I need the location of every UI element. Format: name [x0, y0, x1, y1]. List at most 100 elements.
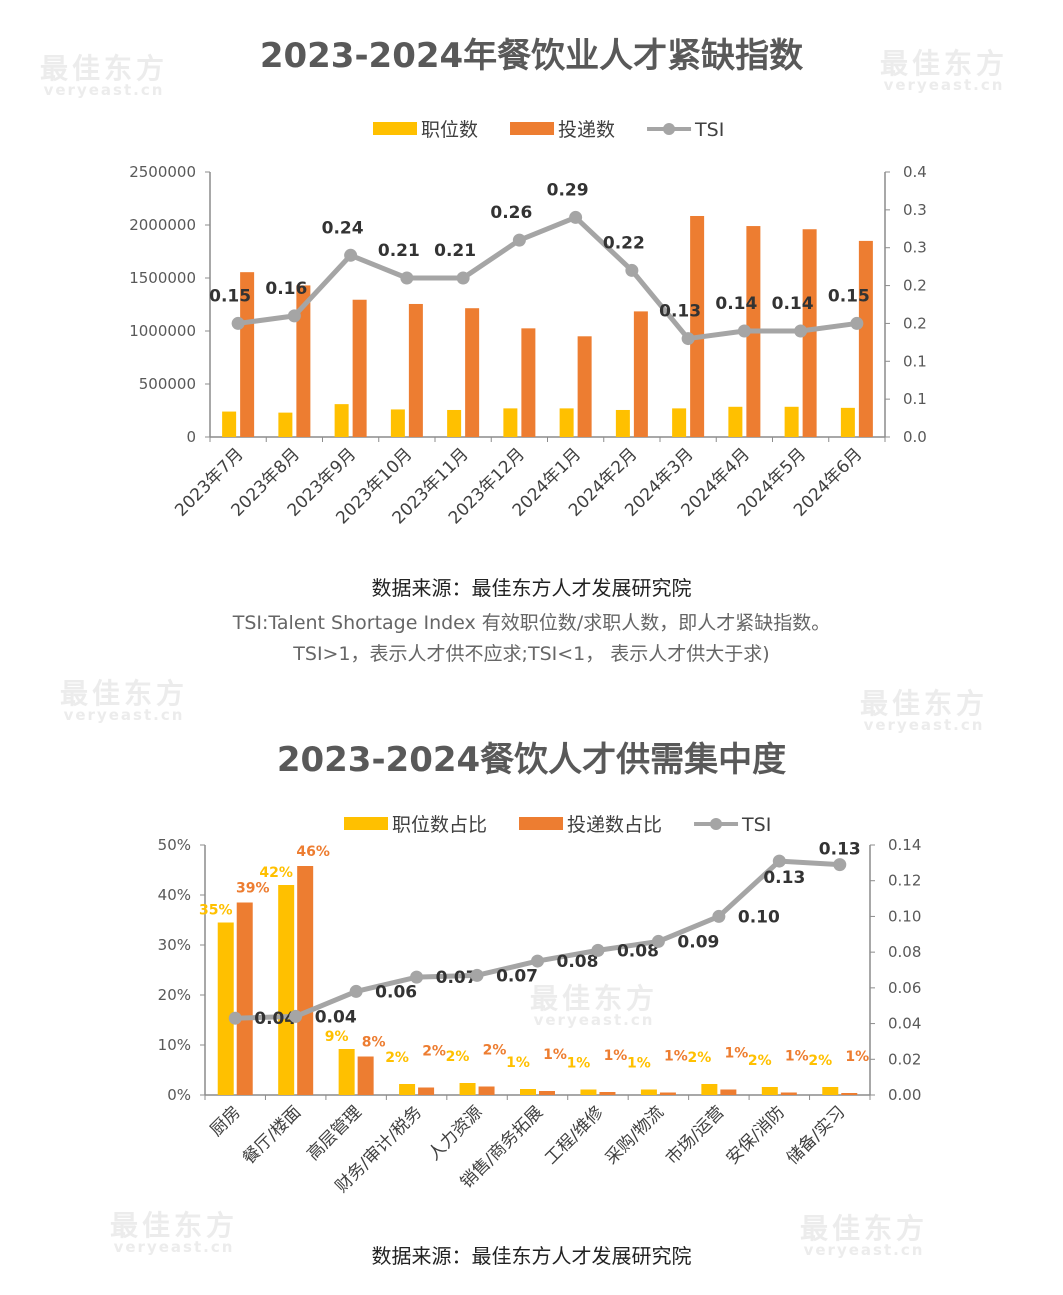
- bar-primary: [672, 408, 687, 437]
- bar-secondary: [802, 229, 817, 437]
- bar-data-label: 46%: [296, 844, 330, 860]
- tsi-point: [400, 271, 414, 285]
- left-tick-label: 0%: [167, 1086, 191, 1104]
- bar-secondary: [297, 866, 314, 1095]
- tsi-point: [833, 858, 847, 872]
- tsi-point: [625, 263, 639, 277]
- tsi-data-label: 0.21: [434, 241, 476, 261]
- bar-secondary: [858, 240, 873, 437]
- bar-data-label: 1%: [506, 1055, 530, 1071]
- tsi-point: [681, 332, 695, 346]
- tsi-data-label: 0.13: [763, 868, 805, 888]
- legend-item: 投递数占比: [567, 814, 662, 836]
- bar-data-label: 1%: [845, 1049, 869, 1065]
- bar-secondary: [236, 902, 253, 1095]
- bar-data-label: 2%: [748, 1053, 772, 1069]
- left-tick-label: 0: [186, 428, 196, 446]
- tsi-point: [512, 233, 526, 247]
- bar-primary: [390, 409, 405, 437]
- left-tick-label: 1000000: [129, 322, 196, 340]
- bar-data-label: 2%: [483, 1043, 507, 1059]
- right-tick-label: 0.10: [888, 907, 921, 925]
- bar-primary: [761, 1087, 778, 1095]
- bar-secondary: [296, 285, 311, 437]
- right-tick-label: 0.14: [888, 836, 921, 854]
- left-tick-label: 10%: [158, 1036, 191, 1054]
- bar-primary: [784, 406, 799, 437]
- bar-primary: [840, 407, 855, 437]
- tsi-point: [456, 271, 470, 285]
- bar-secondary: [841, 1093, 858, 1095]
- bar-primary: [222, 411, 237, 437]
- bar-secondary: [633, 311, 648, 437]
- legend-item: TSI: [694, 119, 724, 141]
- tsi-point: [231, 316, 245, 330]
- bar-data-label: 42%: [259, 865, 293, 881]
- bar-data-label: 2%: [422, 1044, 446, 1060]
- bar-data-label: 1%: [604, 1048, 628, 1064]
- bar-secondary: [720, 1089, 737, 1095]
- legend-swatch-marker: [663, 123, 676, 135]
- left-tick-label: 20%: [158, 986, 191, 1004]
- tsi-point: [569, 210, 583, 224]
- bar-primary: [701, 1084, 718, 1095]
- bar-secondary: [521, 328, 536, 437]
- chart1-source: 数据来源：最佳东方人才发展研究院: [371, 576, 692, 600]
- bar-primary: [580, 1089, 597, 1095]
- watermark-logo: 最佳东方 veryeast.cn: [860, 687, 989, 734]
- bar-primary: [640, 1089, 657, 1095]
- left-tick-label: 1500000: [129, 269, 196, 287]
- tsi-point: [712, 909, 726, 923]
- bar-primary: [728, 406, 743, 437]
- left-tick-label: 500000: [139, 375, 196, 393]
- tsi-data-label: 0.09: [677, 932, 719, 952]
- tsi-point: [289, 1009, 303, 1023]
- bar-data-label: 1%: [567, 1056, 591, 1072]
- tsi-data-label: 0.04: [254, 1009, 296, 1029]
- legend-swatch: [510, 122, 555, 135]
- right-tick-label: 0.1: [903, 352, 927, 370]
- tsi-point: [531, 954, 544, 968]
- chart1-note-2: TSI>1，表示人才供不应求;TSI<1， 表示人才供大于求): [293, 643, 770, 665]
- tsi-data-label: 0.07: [436, 968, 478, 988]
- x-category-label: 人力资源: [424, 1102, 486, 1164]
- legend-item: TSI: [741, 814, 771, 836]
- bar-primary: [278, 412, 293, 437]
- tsi-data-label: 0.14: [715, 294, 757, 314]
- bar-primary: [217, 922, 234, 1095]
- chart1-note-1: TSI:Talent Shortage Index 有效职位数/求职人数，即人才…: [232, 612, 831, 634]
- x-category-label: 安保/消防: [723, 1102, 789, 1168]
- tsi-data-label: 0.08: [557, 952, 599, 972]
- tsi-data-label: 0.13: [819, 840, 861, 860]
- bar-data-label: 1%: [627, 1056, 651, 1072]
- left-tick-label: 50%: [158, 836, 191, 854]
- bar-primary: [503, 408, 518, 437]
- right-tick-label: 0.1: [903, 390, 927, 408]
- x-category-label: 储备/实习: [783, 1102, 849, 1168]
- bar-primary: [822, 1087, 839, 1095]
- legend-swatch: [373, 122, 417, 135]
- tsi-data-label: 0.13: [659, 302, 701, 322]
- bar-primary: [615, 409, 630, 437]
- bar-primary: [338, 1049, 355, 1095]
- bar-secondary: [240, 272, 255, 437]
- right-tick-label: 0.12: [888, 872, 921, 890]
- chart2-title: 2023-2024餐饮人才供需集中度: [276, 740, 787, 780]
- bar-secondary: [539, 1091, 555, 1095]
- bar-secondary: [780, 1092, 797, 1095]
- tsi-point: [287, 309, 301, 323]
- legend-item: 职位数: [421, 119, 478, 141]
- legend-swatch-marker: [710, 818, 723, 830]
- bar-secondary: [465, 308, 480, 437]
- tsi-point: [651, 934, 665, 948]
- tsi-data-label: 0.14: [772, 294, 814, 314]
- bar-data-label: 1%: [724, 1046, 748, 1062]
- bar-data-label: 2%: [808, 1053, 832, 1069]
- bar-secondary: [599, 1092, 616, 1095]
- bar-secondary: [352, 299, 367, 437]
- right-tick-label: 0.4: [903, 163, 927, 181]
- tsi-point: [410, 970, 424, 984]
- tsi-data-label: 0.21: [378, 241, 420, 261]
- watermark-logo: 最佳东方 veryeast.cn: [880, 47, 1009, 94]
- right-tick-label: 0.02: [888, 1050, 921, 1068]
